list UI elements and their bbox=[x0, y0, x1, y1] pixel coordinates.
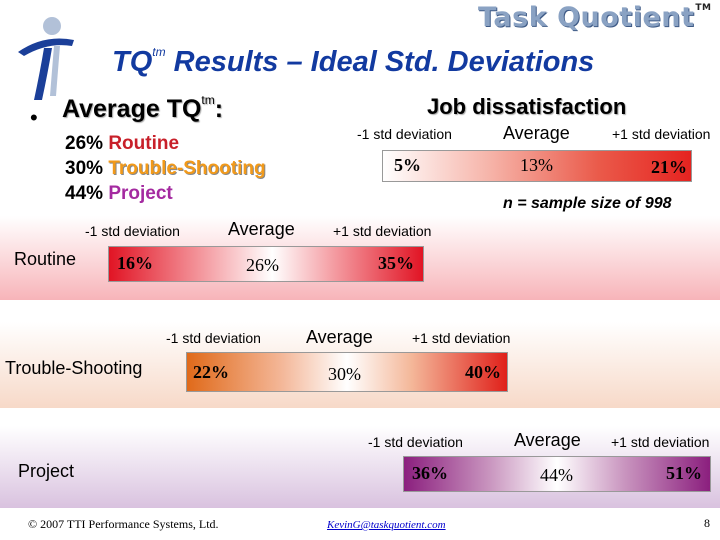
ts-average-label: Average bbox=[306, 327, 373, 347]
average-tq-heading: Average TQtm: bbox=[62, 92, 224, 123]
job-dissatisfaction-title: Job dissatisfaction bbox=[427, 94, 627, 119]
routine-minus-value: 16% bbox=[117, 253, 153, 273]
jd-minus-value: 5% bbox=[394, 155, 421, 175]
bullet: • bbox=[30, 105, 38, 130]
project-plus-value: 51% bbox=[666, 463, 702, 483]
routine-minus-label: -1 std deviation bbox=[85, 223, 180, 239]
jd-plus-value: 21% bbox=[651, 157, 687, 177]
ts-gradient-bar bbox=[186, 352, 508, 392]
mix-project: 44% Project bbox=[65, 183, 173, 204]
sample-size-note: n = sample size of 998 bbox=[503, 195, 672, 212]
project-plus-label: +1 std deviation bbox=[611, 434, 710, 450]
project-average-value: 44% bbox=[540, 465, 573, 485]
jd-gradient-bar bbox=[382, 150, 692, 182]
routine-label: Routine bbox=[14, 249, 77, 269]
mix-routine: 26% Routine bbox=[65, 133, 180, 154]
routine-average-value: 26% bbox=[246, 255, 279, 275]
routine-plus-value: 35% bbox=[378, 253, 414, 273]
project-minus-value: 36% bbox=[412, 463, 448, 483]
brand-wordmark: Task QuotientTM bbox=[478, 2, 712, 33]
logo-icon bbox=[18, 17, 74, 100]
routine-average-label: Average bbox=[228, 219, 295, 239]
routine-gradient-bar bbox=[108, 246, 424, 282]
project-minus-label: -1 std deviation bbox=[368, 434, 463, 450]
project-label: Project bbox=[18, 461, 75, 481]
email-link[interactable]: KevinG@taskquotient.com bbox=[327, 519, 446, 531]
ts-plus-value: 40% bbox=[465, 362, 501, 382]
routine-plus-label: +1 std deviation bbox=[333, 223, 432, 239]
page-title: TQtm Results – Ideal Std. Deviations bbox=[112, 45, 595, 78]
mix-trouble-shooting: 30% Trouble-Shooting bbox=[65, 158, 266, 179]
ts-minus-value: 22% bbox=[193, 362, 229, 382]
jd-minus-label: -1 std deviation bbox=[357, 126, 452, 142]
jd-average-label: Average bbox=[503, 123, 570, 143]
jd-plus-label: +1 std deviation bbox=[612, 126, 711, 142]
ts-plus-label: +1 std deviation bbox=[412, 330, 511, 346]
copyright: © 2007 TTI Performance Systems, Ltd. bbox=[28, 517, 219, 531]
jd-average-value: 13% bbox=[520, 155, 553, 175]
ts-minus-label: -1 std deviation bbox=[166, 330, 261, 346]
page-number: 8 bbox=[704, 516, 710, 530]
ts-average-value: 30% bbox=[328, 364, 361, 384]
trouble-shooting-label: Trouble-Shooting bbox=[5, 358, 143, 378]
project-gradient-bar bbox=[403, 456, 711, 492]
project-average-label: Average bbox=[514, 430, 581, 450]
